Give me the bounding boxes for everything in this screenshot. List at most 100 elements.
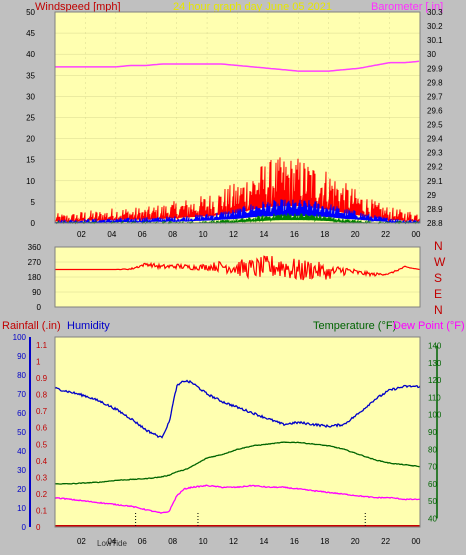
barometer-y-tick: 29.3: [427, 149, 443, 158]
direction-label-n-top: N: [434, 239, 443, 253]
temperature-y-tick: 120: [428, 376, 442, 385]
wind-x-tick: 06: [138, 230, 147, 239]
direction-y-tick: 360: [28, 243, 42, 252]
low-tide-label: LowTide: [97, 539, 127, 548]
temperature-y-tick: 60: [428, 480, 437, 489]
wind-x-tick: 22: [381, 230, 390, 239]
climate-x-tick: 06: [138, 537, 147, 546]
direction-label-n-bottom: N: [434, 303, 443, 317]
wind-x-tick: 08: [168, 230, 177, 239]
wind-x-tick: 14: [259, 230, 268, 239]
humidity-y-tick: 80: [17, 371, 26, 380]
dew-point-series: [54, 484, 421, 514]
temperature-y-tick: 130: [428, 359, 442, 368]
wind-y-tick: 10: [26, 177, 35, 186]
wind-gust-series: [54, 157, 421, 225]
rainfall-y-tick: 0.8: [36, 391, 48, 400]
climate-x-tick: 14: [259, 537, 268, 546]
wind-axis-label: Windspeed [mph]: [35, 1, 121, 13]
rainfall-y-tick: 1.1: [36, 341, 48, 350]
humidity-y-tick: 60: [17, 409, 26, 418]
rainfall-y-tick: 0: [36, 523, 41, 532]
rainfall-y-tick: 1: [36, 358, 41, 367]
temperature-axis-label: Temperature (°F): [313, 320, 397, 332]
barometer-y-tick: 30.2: [427, 22, 443, 31]
wind-y-tick: 0: [31, 219, 36, 228]
barometer-series: [55, 60, 420, 72]
wind-y-tick: 5: [31, 198, 36, 207]
temperature-y-tick: 100: [428, 411, 442, 420]
wind-y-tick: 15: [26, 156, 35, 165]
rainfall-y-tick: 0.7: [36, 407, 48, 416]
wind-x-tick: 00: [412, 230, 421, 239]
wind-x-tick: 04: [107, 230, 116, 239]
climate-x-tick: 16: [290, 537, 299, 546]
temperature-y-tick: 70: [428, 463, 437, 472]
climate-x-tick: 10: [199, 537, 208, 546]
temperature-y-tick: 90: [428, 428, 437, 437]
barometer-y-tick: 29.1: [427, 177, 443, 186]
barometer-y-tick: 29: [427, 191, 436, 200]
rainfall-y-tick: 0.5: [36, 440, 48, 449]
wind-y-tick: 50: [26, 8, 35, 17]
temperature-y-tick: 50: [428, 497, 437, 506]
wind-x-tick: 18: [320, 230, 329, 239]
rainfall-y-tick: 0.3: [36, 473, 48, 482]
rainfall-y-tick: 0.4: [36, 457, 48, 466]
barometer-y-tick: 29.2: [427, 163, 443, 172]
climate-plot-border: [54, 336, 421, 528]
climate-x-tick: 22: [381, 537, 390, 546]
wind-average-series: [54, 199, 421, 225]
wind-y-tick: 20: [26, 135, 35, 144]
humidity-axis-label: Humidity: [67, 320, 110, 332]
barometer-y-tick: 29.9: [427, 64, 443, 73]
humidity-y-tick: 50: [17, 428, 26, 437]
wind-y-tick: 35: [26, 71, 35, 80]
direction-y-tick: 270: [28, 258, 42, 267]
rainfall-y-tick: 0.1: [36, 506, 48, 515]
direction-label-w: W: [434, 255, 446, 269]
barometer-y-tick: 28.9: [427, 205, 443, 214]
barometer-y-tick: 30: [427, 50, 436, 59]
barometer-y-tick: 30.3: [427, 8, 443, 17]
direction-y-tick: 90: [32, 288, 41, 297]
climate-x-tick: 20: [351, 537, 360, 546]
wind-x-tick: 20: [351, 230, 360, 239]
barometer-y-tick: 29.5: [427, 121, 443, 130]
humidity-y-tick: 0: [22, 523, 27, 532]
temperature-y-tick: 140: [428, 342, 442, 351]
rainfall-axis-label: Rainfall (.in): [2, 320, 61, 332]
temperature-series: [54, 441, 421, 485]
climate-x-tick: 18: [320, 537, 329, 546]
humidity-y-tick: 70: [17, 390, 26, 399]
climate-x-tick: 02: [77, 537, 86, 546]
barometer-y-tick: 29.8: [427, 78, 443, 87]
humidity-y-tick: 20: [17, 485, 26, 494]
barometer-y-tick: 30.1: [427, 36, 443, 45]
direction-y-tick: 180: [28, 273, 42, 282]
humidity-y-tick: 10: [17, 504, 26, 513]
wind-direction-series: [55, 255, 421, 281]
wind-y-tick: 45: [26, 29, 35, 38]
barometer-axis-label: Barometer [.in]: [371, 1, 444, 13]
climate-x-tick: 00: [412, 537, 421, 546]
climate-x-tick: 08: [168, 537, 177, 546]
direction-label-e: E: [434, 287, 443, 301]
temperature-y-tick: 110: [428, 393, 441, 402]
temperature-y-tick: 80: [428, 445, 437, 454]
humidity-y-tick: 100: [13, 333, 27, 342]
direction-y-tick: 0: [37, 303, 42, 312]
rainfall-y-tick: 0.9: [36, 374, 48, 383]
wind-plot-border: [54, 11, 421, 224]
direction-plot-border: [54, 246, 421, 308]
dewpoint-axis-label: Dew Point (°F): [393, 320, 465, 332]
wind-x-tick: 10: [199, 230, 208, 239]
rainfall-y-tick: 0.6: [36, 424, 48, 433]
temperature-y-tick: 40: [428, 514, 437, 523]
humidity-y-tick: 40: [17, 447, 26, 456]
barometer-y-tick: 29.7: [427, 92, 443, 101]
climate-x-tick: 12: [229, 537, 238, 546]
wind-x-tick: 16: [290, 230, 299, 239]
